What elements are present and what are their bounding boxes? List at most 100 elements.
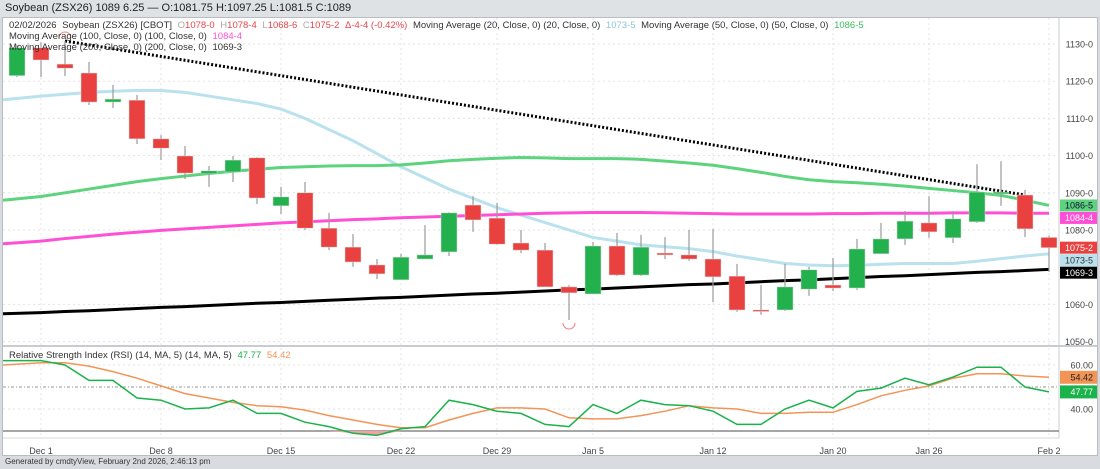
candle-up [776, 286, 794, 311]
ma100-line [3, 211, 1049, 246]
candle-down [128, 99, 146, 140]
ma50-value: 1086-5 [834, 20, 864, 31]
candle-up [440, 212, 458, 253]
candle-down [656, 252, 674, 256]
candle-down [536, 249, 554, 288]
candle-up [848, 248, 866, 289]
ma100-value: 1084-4 [212, 31, 243, 42]
high-value: 1078-4 [227, 20, 257, 31]
time-tick-label: Dec 8 [149, 446, 173, 455]
candle-down [368, 264, 386, 275]
candle-down [56, 63, 74, 69]
candle-down [344, 246, 362, 263]
candle-down [920, 222, 938, 233]
low-marker [562, 322, 576, 330]
rsi-line [3, 359, 1050, 437]
ma20-line [3, 89, 1050, 268]
candle-down [464, 204, 482, 221]
candle-down [608, 245, 626, 276]
last-close-price-tag-bg [1060, 241, 1097, 254]
ma100-price-tag-bg [1060, 211, 1097, 224]
ma50-legend[interactable]: Moving Average (50, Close, 0) (50, Close… [641, 20, 829, 31]
price-tick-label: 1130-0 [1066, 40, 1093, 50]
ma20-legend[interactable]: Moving Average (20, Close, 0) (20, Close… [412, 20, 601, 31]
price-tick-label: 1090-0 [1065, 188, 1093, 198]
ma20-value: 1073-5 [605, 20, 636, 31]
rsi-legend-value: 47.77 [237, 350, 262, 361]
time-tick-label: Feb 2 [1037, 446, 1060, 455]
candle-down [296, 192, 314, 229]
candle-down [248, 157, 266, 199]
high-label: H [220, 20, 228, 31]
ma20-price-tag-bg [1060, 254, 1097, 267]
ma100-legend[interactable]: Moving Average (100, Close, 0) (100, Clo… [9, 31, 207, 42]
last-close-price-tag: 1075-2 [1065, 243, 1093, 253]
candle-down [560, 286, 578, 294]
candle-up [992, 191, 1010, 195]
time-tick-label: Jan 5 [582, 446, 604, 455]
price-tick-label: 1050-0 [1065, 337, 1093, 347]
candle-down [80, 72, 98, 103]
low-label: L [262, 20, 268, 31]
rsi-legend-label[interactable]: Relative Strength Index (RSI) (14, MA, 5… [9, 350, 232, 361]
ma200-price-tag-bg [1060, 266, 1097, 279]
rsi-ma-line [3, 362, 1050, 429]
time-tick-label: Jan 12 [699, 446, 726, 455]
rsi-tick-label: 40.00 [1070, 405, 1093, 415]
candle-up [944, 218, 962, 239]
candle-up [200, 170, 218, 175]
legend-symbol: Soybean (ZSX26) [CBOT] [62, 20, 173, 31]
candle-up [584, 245, 602, 295]
candle-down [152, 138, 170, 149]
rsi-ma-legend-value: 54.42 [266, 350, 291, 361]
candle-up [872, 238, 890, 255]
time-tick-label: Dec 1 [29, 446, 53, 455]
candle-up [272, 196, 290, 207]
candle-up [8, 47, 26, 76]
ma50-price-tag-bg [1060, 199, 1097, 212]
close-value: 1075-2 [309, 20, 340, 31]
candle-up [968, 191, 986, 223]
candle-down [704, 258, 722, 278]
candle-down [728, 275, 746, 311]
candle-down [1040, 237, 1058, 248]
rsi-ma-value-tag-bg [1060, 370, 1097, 384]
legend-date: 02/02/2026 [9, 20, 57, 31]
candle-up [416, 254, 434, 260]
candle-down [680, 254, 698, 260]
rsi-value-tag: 47.77 [1070, 387, 1093, 397]
candle-down [512, 242, 530, 251]
low-value: 1068-6 [267, 20, 298, 31]
ma100-price-tag: 1084-4 [1065, 213, 1093, 223]
candle-up [632, 246, 650, 276]
price-tick-label: 1120-0 [1066, 77, 1093, 87]
ma200-line [3, 267, 1050, 316]
footer-credit: Generated by cmdtyView, February 2nd 202… [5, 457, 211, 466]
price-tick-label: 1080-0 [1065, 226, 1093, 236]
time-tick-label: Dec 22 [387, 446, 416, 455]
price-tick-label: 1110-0 [1066, 114, 1093, 124]
candle-down [32, 47, 50, 61]
ma50-price-tag: 1086-5 [1065, 201, 1093, 211]
candle-down [1016, 194, 1034, 230]
candle-down [320, 227, 338, 248]
ma200-value: 1069-3 [212, 42, 243, 53]
candle-down [824, 284, 842, 289]
open-label: O [177, 20, 186, 31]
chart-frame: 1130-0 1120-0 1110-0 1100-0 1090-0 1080-0 1060… [2, 17, 1098, 456]
candle-up [800, 269, 818, 290]
candle-down [176, 155, 194, 174]
chart-canvas[interactable]: 1130-0 1120-0 1110-0 1100-0 1090-0 1080-0 1060… [3, 18, 1097, 455]
candle-up [104, 98, 122, 103]
ma200-legend[interactable]: Moving Average (200, Close, 0) (200, Clo… [9, 42, 207, 53]
close-label: C [302, 20, 310, 31]
price-legend: 02/02/2026 Soybean (ZSX26) [CBOT] O 1078-… [9, 20, 1049, 53]
candle-up [224, 159, 242, 173]
candle-up [896, 220, 914, 240]
rsi-ma-value-tag: 54.42 [1070, 373, 1093, 383]
rsi-tick-label: 60.00 [1070, 361, 1093, 371]
time-tick-label: Dec 29 [483, 446, 512, 455]
change-value: Δ-4-4 (-0.42%) [345, 20, 408, 31]
candle-down [488, 217, 506, 245]
ma50-line [3, 155, 1050, 207]
